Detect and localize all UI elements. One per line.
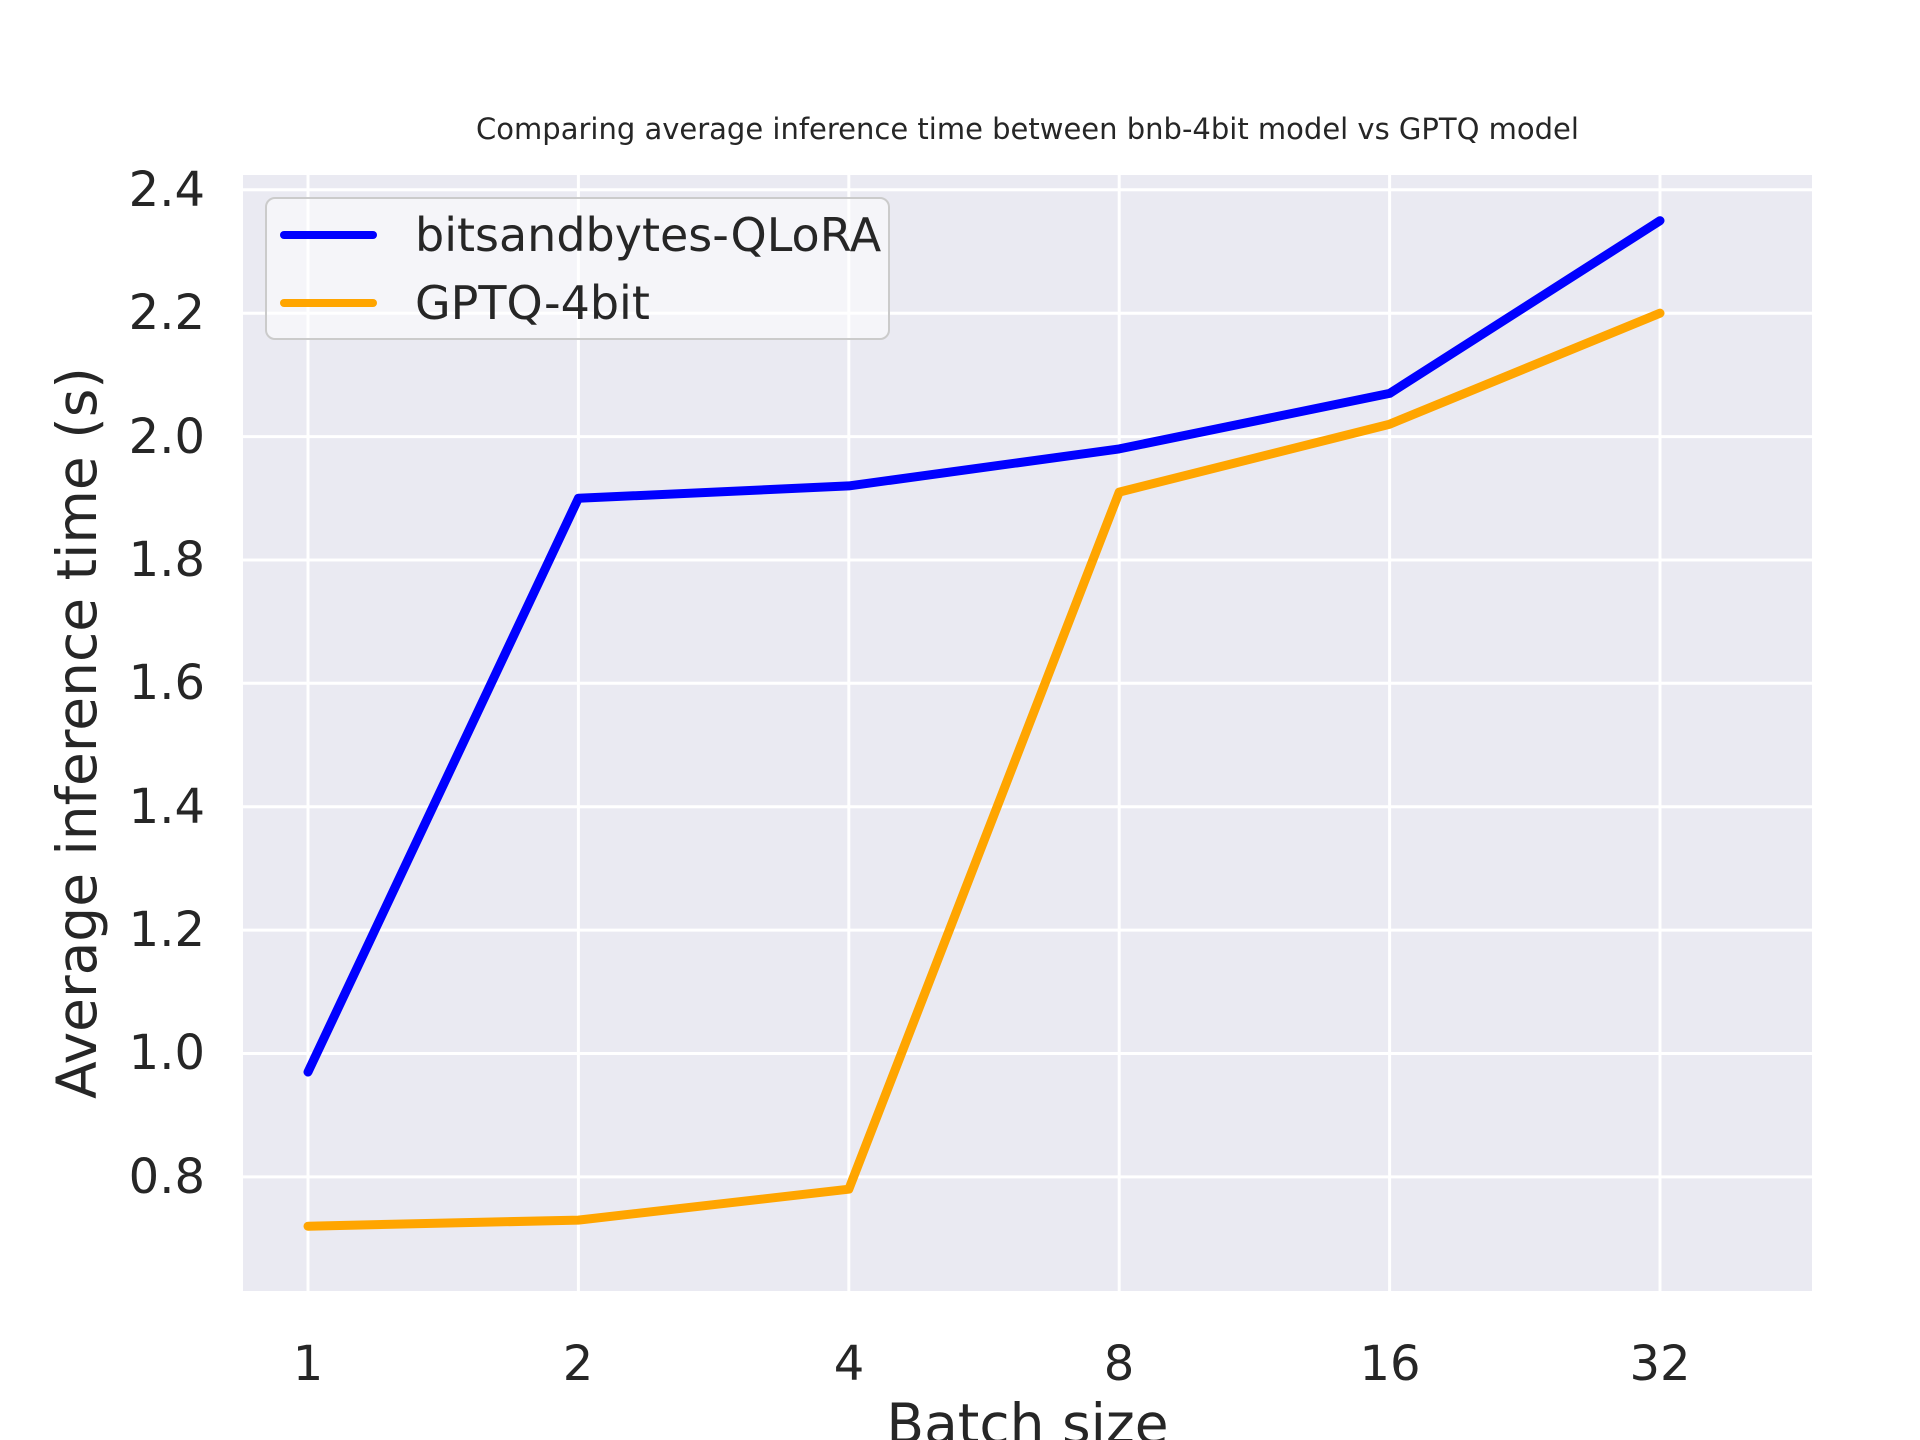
y-tick-label: 2.0 [128, 409, 205, 465]
y-tick-label: 1.8 [128, 532, 205, 588]
x-tick-label: 32 [1629, 1336, 1691, 1392]
x-tick-label: 16 [1359, 1336, 1421, 1392]
chart-title: Comparing average inference time between… [476, 112, 1579, 146]
legend: bitsandbytes-QLoRA GPTQ-4bit [265, 197, 890, 340]
legend-label: GPTQ-4bit [415, 276, 650, 330]
y-tick-label: 1.2 [128, 902, 205, 958]
plot-area: bitsandbytes-QLoRA GPTQ-4bit [243, 175, 1812, 1291]
legend-line-swatch-blue [280, 231, 377, 239]
series-line-GPTQ-4bit [303, 308, 1665, 1231]
x-tick-label: 8 [1103, 1336, 1135, 1392]
x-axis-label: Batch size [886, 1392, 1169, 1440]
chart-canvas [243, 175, 1812, 1291]
legend-item: bitsandbytes-QLoRA [267, 201, 888, 269]
y-tick-label: 2.2 [128, 285, 205, 341]
legend-label: bitsandbytes-QLoRA [415, 208, 882, 262]
y-tick-label: 1.4 [128, 779, 205, 835]
x-tick-label: 2 [562, 1336, 594, 1392]
y-tick-label: 1.0 [128, 1025, 205, 1081]
y-tick-label: 0.8 [128, 1149, 205, 1205]
y-axis-label: Average inference time (s) [45, 367, 109, 1099]
y-tick-label: 1.6 [128, 655, 205, 711]
x-tick-label: 4 [833, 1336, 865, 1392]
legend-line-swatch-orange [280, 299, 377, 307]
y-tick-label: 2.4 [128, 162, 205, 218]
series-line-bitsandbytes-QLoRA [303, 216, 1665, 1077]
x-tick-label: 1 [292, 1336, 324, 1392]
legend-item: GPTQ-4bit [267, 269, 888, 337]
